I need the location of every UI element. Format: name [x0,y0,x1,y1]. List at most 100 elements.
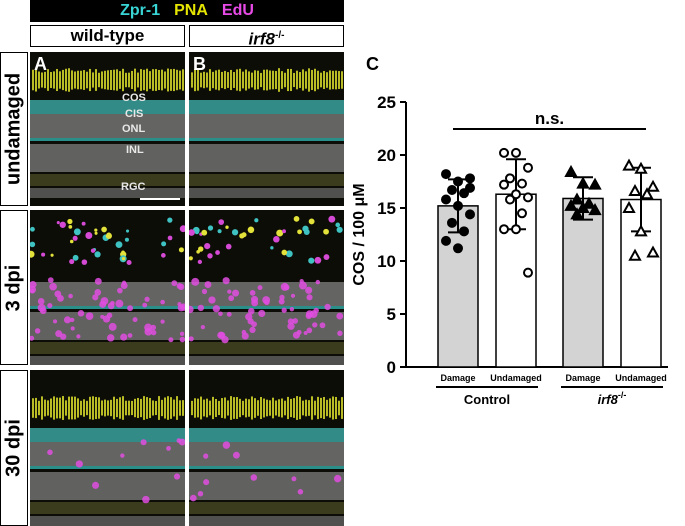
cone-outer-segment [299,396,301,420]
y-tick-label: 5 [387,305,396,324]
cone-outer-segment [230,69,232,91]
debris-cell [247,226,255,234]
cone-outer-segment [137,72,139,88]
edu-positive-nucleus [306,294,313,301]
cone-outer-segment [140,398,142,418]
debris-cell [282,229,286,234]
edu-positive-nucleus [218,311,223,317]
edu-positive-nucleus [222,277,230,285]
edu-positive-nucleus [241,332,249,340]
cone-outer-segment [254,398,256,418]
cone-inner-segment-band [189,428,344,442]
cone-outer-segment [200,72,202,88]
edu-positive-nucleus [142,495,150,504]
panel-letter-c: C [366,54,379,74]
debris-cell [273,236,280,243]
micrograph-wt-30dpi [30,370,185,526]
y-tick-label: 15 [377,199,396,218]
edu-positive-nucleus [278,298,285,305]
cone-outer-segment [320,397,322,419]
y-tick-label: 20 [377,146,396,165]
debris-cell [196,249,200,254]
cone-outer-segment [212,71,214,89]
cone-outer-segment [83,399,85,417]
cone-outer-segment [221,398,223,418]
cone-outer-segment [62,396,64,420]
data-point [517,178,527,189]
cone-outer-segment [107,70,109,90]
cone-outer-segment [53,396,55,420]
cone-outer-segment [308,68,310,92]
edu-positive-nucleus [258,309,266,317]
cone-outer-segment [260,396,262,420]
cone-outer-segment [38,400,40,416]
row-label-30dpi: 30 dpi [0,370,28,526]
edu-positive-nucleus [132,317,138,323]
cone-outer-segment [233,72,235,88]
data-point [646,179,660,192]
debris-cell [285,250,293,258]
edu-positive-nucleus [283,284,290,291]
edu-positive-nucleus [251,321,257,328]
cone-outer-segment [218,69,220,91]
cone-outer-segment [128,400,130,416]
debris-cell [167,217,173,223]
plexiform-line [189,138,344,141]
cone-outer-segment [170,69,172,91]
debris-cell [218,219,225,225]
data-point [646,245,660,258]
debris-cell [231,229,239,236]
panel-letter-a: A [34,54,47,74]
cone-outer-segment [215,398,217,418]
cone-inner-segment-band [189,100,344,114]
cone-outer-segment [218,400,220,416]
cone-outer-segment [242,71,244,89]
cone-outer-segment [44,71,46,89]
cone-outer-segment [227,72,229,88]
cone-outer-segment [170,397,172,419]
plexiform-line [30,138,185,141]
cone-outer-segment [230,396,232,420]
debris-cell [335,222,341,228]
cos-bar-chart: COS / 100 μM 0 5 10 15 20 25 Damage Undamaged Dam… [351,93,668,407]
edu-positive-nucleus [150,324,157,331]
edu-positive-nucleus [47,277,54,284]
cone-outer-segment [203,71,205,89]
edu-positive-nucleus [189,305,194,314]
edu-positive-nucleus [179,331,185,337]
edu-positive-nucleus [70,317,75,323]
cone-outer-segment [80,70,82,90]
data-point [523,192,533,203]
cone-outer-segment [299,72,301,88]
cone-outer-segment [335,70,337,90]
cone-outer-segment [281,398,283,418]
cone-outer-segment [122,68,124,92]
edu-positive-nucleus [287,318,294,325]
edu-positive-nucleus [70,326,75,331]
cone-outer-segment [194,398,196,418]
cone-outer-segment [116,69,118,91]
cone-outer-segment [293,72,295,88]
cone-outer-segment [284,72,286,88]
data-point [622,200,636,213]
edu-positive-nucleus [197,490,204,497]
layer-label-rgc: RGC [121,181,146,193]
edu-positive-nucleus [94,289,102,296]
cone-outer-segment [296,70,298,90]
cone-outer-segment [236,397,238,419]
cone-outer-segment [323,70,325,90]
data-point [459,188,469,199]
debris-cell [59,221,66,228]
cone-outer-segment [56,68,58,92]
edu-positive-nucleus [37,297,45,305]
debris-cell [197,259,203,265]
debris-cell [225,243,232,250]
ganglion-cell-layer [189,188,344,198]
ganglion-cell-layer [30,356,185,365]
cone-outer-segment [182,400,184,416]
cone-outer-segment [272,397,274,419]
inner-nuclear-layer [30,144,185,172]
cone-outer-segment [176,69,178,91]
debris-cell [225,225,229,229]
micrograph-irf8-undamaged [189,52,344,206]
